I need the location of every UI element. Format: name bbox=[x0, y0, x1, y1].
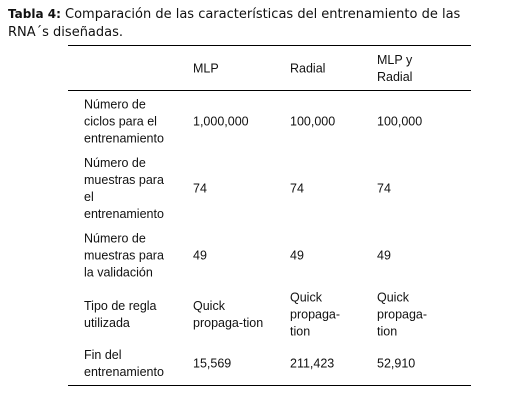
cell-text: Radial bbox=[290, 61, 326, 76]
cell-text: 74 bbox=[193, 181, 207, 195]
cell-text: 100,000 bbox=[377, 114, 423, 128]
table-row: Fin del entrenamiento 15,569 211,423 52,910 bbox=[0, 345, 506, 383]
header-row: MLP Radial MLP y Radial bbox=[0, 48, 506, 90]
table-cell: Quick propaga-tion bbox=[377, 289, 427, 340]
cell-text: 74 bbox=[290, 181, 304, 195]
table-cell: 74 bbox=[290, 180, 304, 197]
cell-text: 74 bbox=[377, 181, 391, 195]
cell-text: la validación bbox=[84, 265, 153, 280]
cell-text: ciclos para el bbox=[84, 114, 157, 128]
cell-text: Número de bbox=[84, 155, 146, 170]
cell-text: el bbox=[84, 189, 94, 204]
cell-text: Quick bbox=[377, 290, 409, 304]
cell-text: entrenamiento bbox=[84, 206, 164, 221]
cell-text: Quick bbox=[193, 298, 225, 313]
table-row: Número de ciclos para el entrenamiento 1,00… bbox=[0, 95, 506, 148]
cell-text: propaga-tion bbox=[193, 315, 264, 330]
caption-text: RNA´s diseñadas. bbox=[8, 25, 124, 40]
table-cell: 49 bbox=[193, 248, 207, 265]
cell-text: MLP y bbox=[377, 53, 413, 67]
cell-text: 100,000 bbox=[290, 114, 336, 128]
cell-text: Número de bbox=[84, 231, 146, 246]
table-cell: Tipo de regla utilizada bbox=[84, 298, 157, 332]
cell-text: propaga- bbox=[290, 307, 341, 321]
table-cell: Radial bbox=[290, 61, 325, 78]
cell-text: tion bbox=[290, 324, 311, 338]
table-cell: Fin del entrenamiento bbox=[84, 347, 164, 381]
cell-text: propaga- bbox=[377, 307, 428, 321]
cell-text: Número de bbox=[84, 97, 146, 111]
table-cell: 1,000,000 bbox=[193, 113, 249, 130]
cell-text: 211,423 bbox=[290, 356, 335, 371]
table-cell: Quick propaga-tion bbox=[290, 289, 340, 340]
cell-text: Radial bbox=[377, 70, 413, 84]
cell-text: Quick bbox=[290, 290, 322, 304]
table-cell: Quick propaga-tion bbox=[193, 298, 263, 332]
cell-text: 49 bbox=[193, 248, 207, 263]
table-cell: 100,000 bbox=[377, 113, 422, 130]
caption-label: Tabla 4: bbox=[8, 7, 61, 21]
cell-text: utilizada bbox=[84, 315, 130, 330]
table-cell: 74 bbox=[377, 180, 391, 197]
table-cell: Número de muestras para el entrenamiento bbox=[84, 155, 164, 223]
table-cell: MLP y Radial bbox=[377, 52, 412, 86]
cell-text: 49 bbox=[290, 248, 304, 263]
cell-text: 15,569 bbox=[193, 356, 232, 371]
cell-text: MLP bbox=[193, 61, 219, 76]
table-cell: Número de ciclos para el entrenamiento bbox=[84, 96, 164, 147]
caption: Tabla 4: Comparación de las característi… bbox=[8, 5, 460, 42]
table-row: Número de muestras para el entrenamiento 74 7… bbox=[0, 152, 506, 225]
table-cell: 49 bbox=[377, 248, 391, 265]
table-cell: 49 bbox=[290, 248, 304, 265]
cell-text: 1,000,000 bbox=[193, 114, 249, 128]
table-row: Tipo de regla utilizada Quick propaga-tion Q… bbox=[0, 288, 506, 341]
cell-text: muestras para bbox=[84, 172, 164, 187]
table-cell: 52,910 bbox=[377, 356, 415, 373]
cell-text: entrenamiento bbox=[84, 365, 164, 379]
cell-text: Tipo de regla bbox=[84, 298, 157, 313]
cell-text: entrenamiento bbox=[84, 131, 164, 145]
table-cell: 15,569 bbox=[193, 356, 231, 373]
table-cell: MLP bbox=[193, 61, 219, 78]
cell-text: Fin del bbox=[84, 348, 122, 362]
table-row: Número de muestras para la validación 49 49 4… bbox=[0, 230, 506, 282]
caption-text: Comparación de las características del e… bbox=[65, 7, 461, 22]
table-top-rule bbox=[68, 45, 471, 46]
header-rule bbox=[68, 90, 471, 91]
table-bottom-rule bbox=[68, 385, 471, 386]
table-cell: 74 bbox=[193, 180, 207, 197]
cell-text: 52,910 bbox=[377, 356, 416, 371]
table-cell: 100,000 bbox=[290, 113, 335, 130]
cell-text: muestras para bbox=[84, 248, 164, 263]
table-cell: 211,423 bbox=[290, 356, 334, 373]
cell-text: tion bbox=[377, 324, 398, 338]
cell-text: 49 bbox=[377, 248, 391, 263]
table-cell: Número de muestras para la validación bbox=[84, 231, 164, 282]
